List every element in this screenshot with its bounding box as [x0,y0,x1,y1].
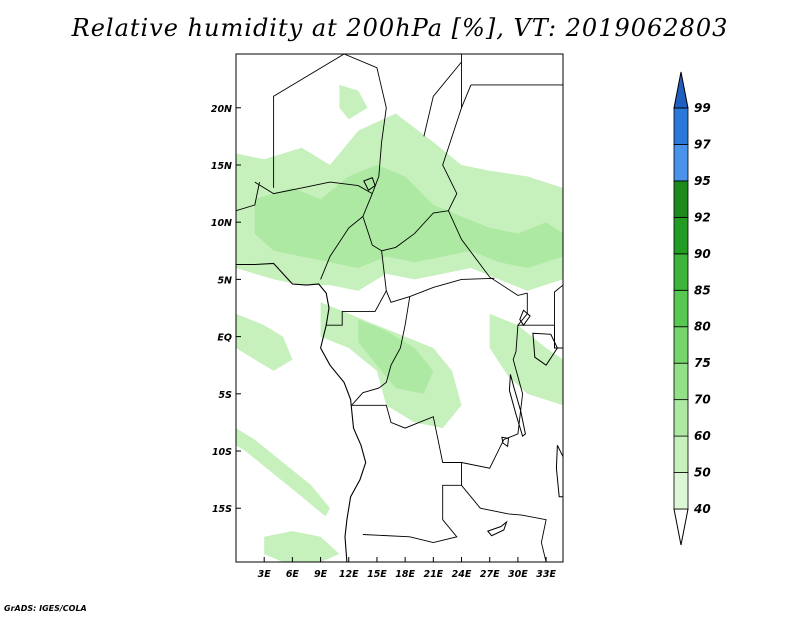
colorbar-upper-triangle [673,71,689,109]
colorbar-segment [673,253,689,291]
colorbar-label: 80 [694,320,711,334]
map-frame [235,53,564,563]
colorbar-label: 99 [694,101,711,115]
lake-kariba [486,520,508,537]
colorbar-segment [673,435,689,473]
colorbar-label: 92 [694,210,711,224]
borders-layer [236,54,563,562]
country-border [461,485,547,562]
colorbar-label: 40 [693,502,711,516]
colorbar-label: 90 [694,247,711,261]
colorbar-segment [673,362,689,401]
country-border [320,216,364,280]
grads-credit: GrADS: IGES/COLA [4,604,87,613]
y-tick-label: 10N [211,218,232,229]
colorbar-segment [673,216,689,255]
x-tick-label: 6E [286,569,300,580]
country-border [351,404,462,543]
y-tick-label: 15S [212,504,232,515]
humidity-region-sahara-patch [339,84,368,120]
lake-malawi [555,445,563,498]
x-tick-label: 33E [536,569,556,580]
colorbar-segment [673,107,689,145]
x-tick-label: 18E [395,569,415,580]
humidity-region-south-patch [264,531,340,562]
y-tick-label: 5N [217,275,232,286]
x-tick-label: 21E [423,569,443,580]
x-tick-label: 12E [339,569,359,580]
country-border [273,54,345,188]
colorbar-label: 85 [694,283,711,297]
colorbar-segment [673,180,689,218]
humidity-region-sw-streak [236,428,330,517]
x-axis: 3E 6E 9E 12E 15E 18E 21E 24E 27E 30E 33E [258,557,556,580]
y-tick-label: 10S [212,447,232,458]
country-border [423,61,462,137]
x-tick-label: 24E [452,569,472,580]
colorbar-segment [673,326,689,364]
colorbar-label: 50 [694,466,711,480]
colorbar-segment [673,472,689,510]
country-border [385,277,495,303]
colorbar-label: 95 [694,174,711,188]
humidity-region-east-lakes [489,313,563,406]
country-border [461,293,528,469]
humidity-region-sahel-core [254,165,563,268]
colorbar-segment [673,399,689,437]
x-tick-label: 27E [480,569,500,580]
country-border [254,181,373,195]
colorbar-segment [673,144,689,182]
country-border [442,84,472,211]
y-tick-label: 5S [219,390,233,401]
country-border [351,296,411,406]
colorbar-lower-triangle [673,508,689,546]
y-tick-label: 20N [211,104,232,115]
x-tick-label: 30E [508,569,528,580]
x-tick-label: 9E [314,569,328,580]
humidity-fill-layer [236,84,563,562]
coastline [236,262,367,562]
coastline-layer [236,262,367,562]
lake-tanganyika [508,374,526,437]
country-border [517,324,555,348]
colorbar-label: 97 [694,137,711,151]
lake-victoria [532,332,558,366]
y-tick-label: EQ [217,333,232,344]
country-border [554,284,563,349]
colorbar-label: 60 [694,429,711,443]
x-tick-label: 15E [367,569,387,580]
country-border [343,54,387,194]
country-border [236,182,260,212]
y-tick-label: 15N [211,161,232,172]
colorbar-label: 70 [694,393,711,407]
humidity-region-west-coast [236,313,293,371]
colorbar-label: 75 [694,356,711,370]
colorbar: 40 50 60 70 75 80 85 90 92 95 97 99 [673,71,711,546]
x-tick-label: 3E [258,569,272,580]
chart-title: Relative humidity at 200hPa [%], VT: 201… [71,14,729,42]
y-axis: 20N 15N 10N 5N EQ 5S 10S 15S [211,104,241,515]
colorbar-segment [673,289,689,328]
